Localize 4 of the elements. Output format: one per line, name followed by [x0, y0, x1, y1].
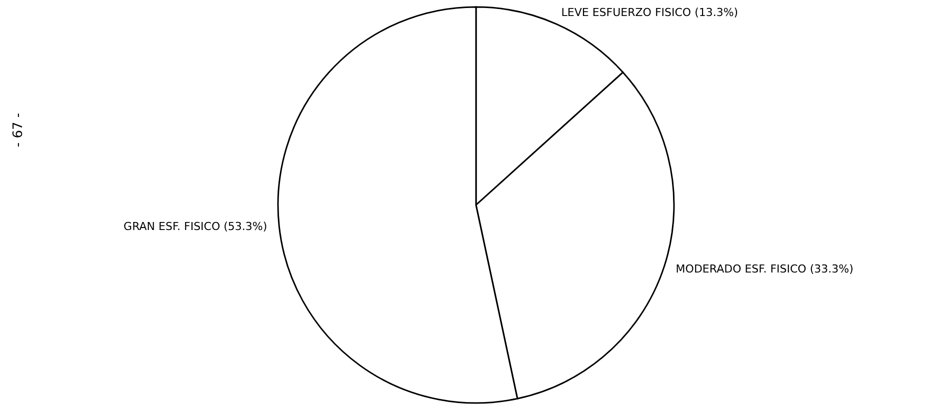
text: - 67 -	[11, 112, 26, 148]
slice-label: LEVE ESFUERZO FISICO (13.3%)	[561, 6, 738, 20]
slice-label: MODERADO ESF. FISICO (33.3%)	[676, 262, 854, 276]
slice-label: GRAN ESF. FISICO (53.3%)	[124, 220, 268, 234]
